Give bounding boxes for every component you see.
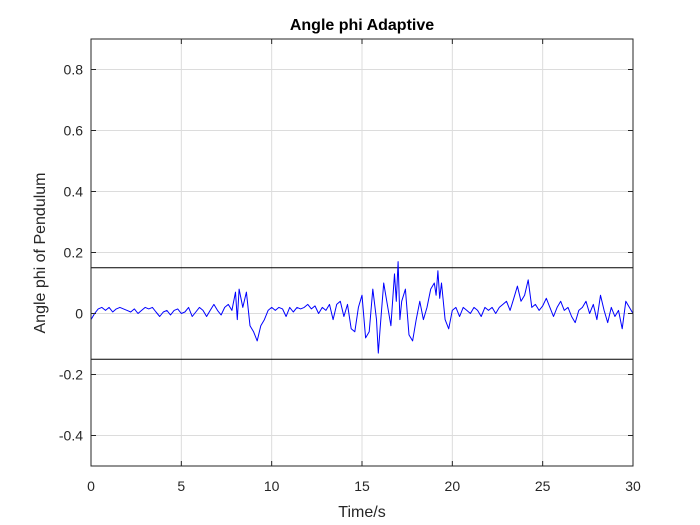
y-tick-label: 0 [75, 306, 83, 322]
chart-title: Angle phi Adaptive [290, 17, 434, 34]
y-tick-label: 0.4 [64, 184, 84, 200]
x-tick-label: 10 [264, 478, 280, 494]
x-tick-label: 15 [354, 478, 370, 494]
x-tick-label: 5 [177, 478, 185, 494]
x-tick-label: 25 [535, 478, 551, 494]
y-tick-label: 0.2 [64, 245, 84, 261]
y-tick-label: 0.8 [64, 62, 84, 78]
y-axis-label: Angle phi of Pendulum [32, 173, 49, 334]
x-tick-label: 0 [87, 478, 95, 494]
y-tick-label: -0.2 [59, 367, 83, 383]
y-tick-label: 0.6 [64, 123, 84, 139]
series-layer [90, 261, 634, 354]
x-axis-label: Time/s [338, 504, 385, 521]
y-tick-label: -0.4 [59, 428, 83, 444]
ticks: 0 5 10 15 20 25 30 -0.4 -0.2 0 0.2 0.4 0.6 0.8 [59, 39, 641, 494]
grid [90, 39, 634, 466]
reference-lines [91, 267, 633, 360]
x-tick-label: 30 [625, 478, 641, 494]
series-line [90, 261, 634, 354]
x-tick-label: 20 [445, 478, 461, 494]
